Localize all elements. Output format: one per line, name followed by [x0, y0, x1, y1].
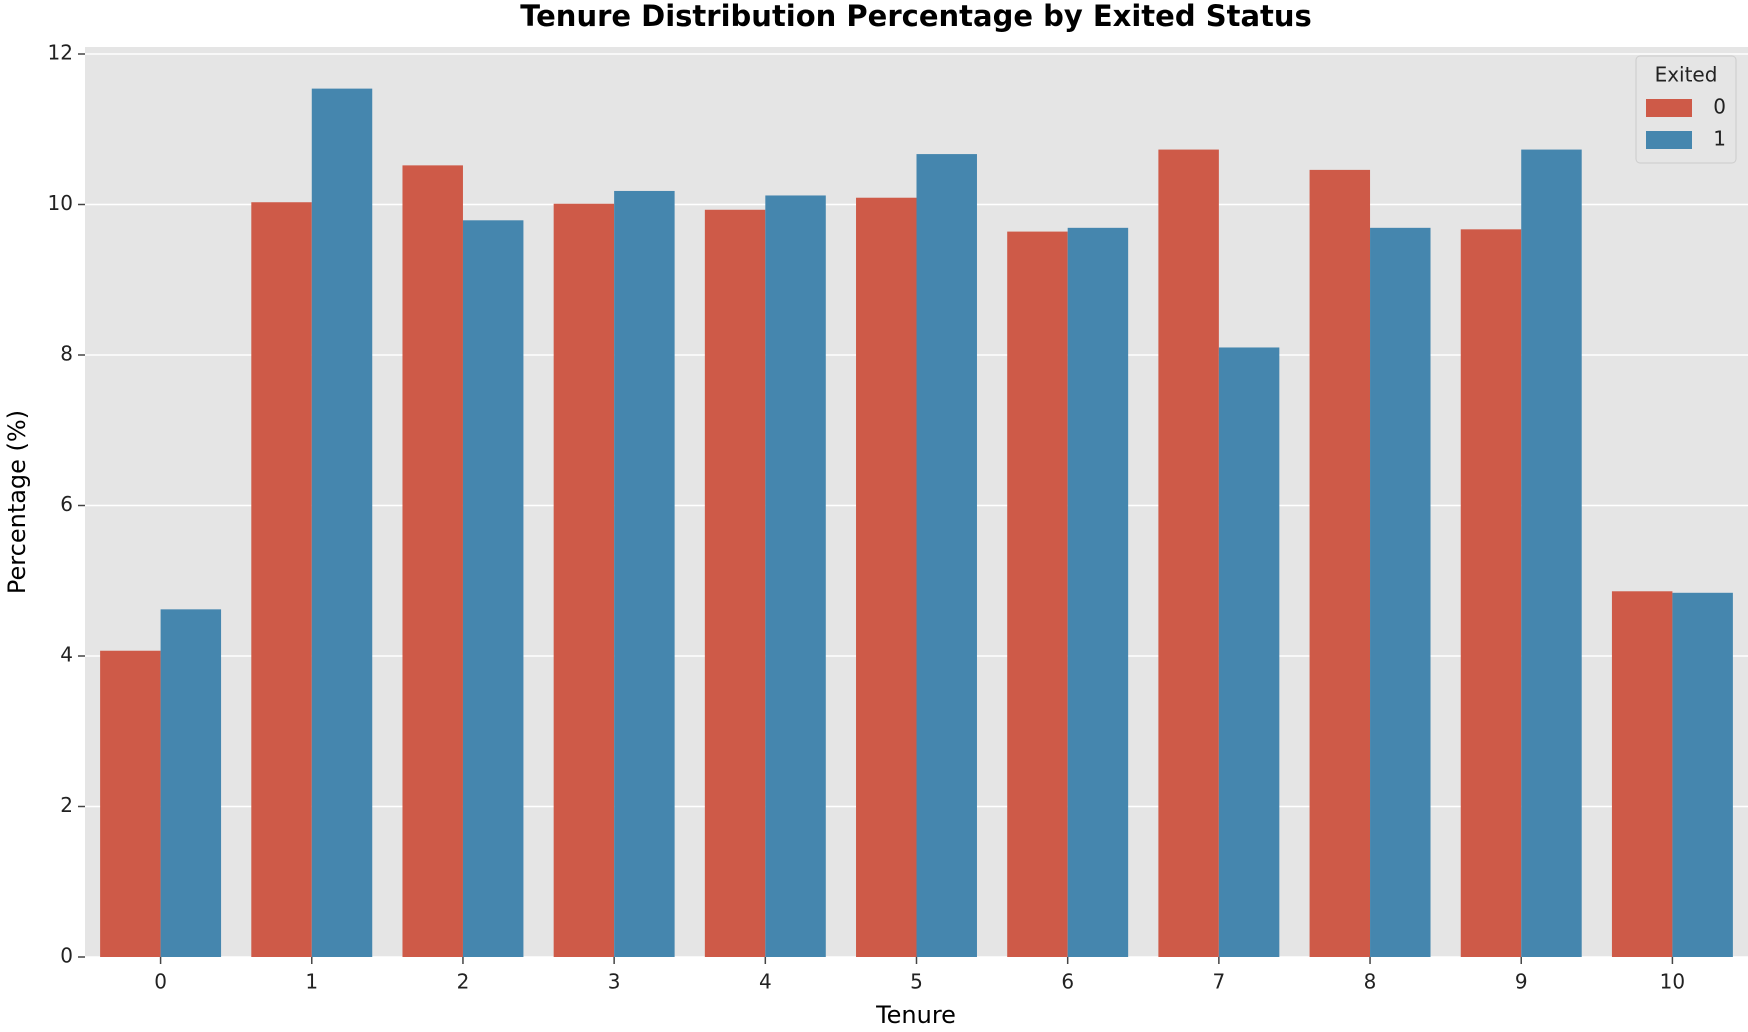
bar — [1067, 227, 1129, 957]
x-tick-label: 4 — [759, 970, 772, 994]
bar — [1521, 149, 1582, 957]
y-tick-label: 4 — [60, 643, 73, 667]
y-axis-label: Percentage (%) — [3, 410, 31, 594]
legend-label: 1 — [1713, 127, 1726, 151]
legend-swatch — [1646, 131, 1692, 149]
x-tick-label: 10 — [1660, 970, 1685, 994]
x-tick-label: 2 — [457, 970, 470, 994]
y-tick-label: 6 — [60, 492, 73, 516]
bar — [1611, 591, 1673, 957]
y-tick-label: 8 — [60, 342, 73, 366]
x-axis-label: Tenure — [875, 1001, 956, 1029]
bar — [160, 609, 222, 957]
bar — [462, 220, 524, 958]
x-tick-label: 8 — [1364, 970, 1377, 994]
legend-swatch — [1646, 99, 1692, 117]
bar — [1460, 229, 1522, 957]
bar — [704, 209, 766, 957]
x-tick-label: 0 — [154, 970, 167, 994]
y-tick-label: 12 — [48, 41, 73, 65]
legend-label: 0 — [1713, 95, 1726, 119]
y-tick-label: 0 — [60, 944, 73, 968]
bar — [1309, 169, 1371, 957]
bar — [916, 154, 977, 957]
bar — [1672, 592, 1733, 957]
bar — [1370, 227, 1431, 957]
bar — [402, 165, 463, 957]
legend-title: Exited — [1655, 63, 1718, 87]
y-tick-label: 2 — [60, 793, 73, 817]
bar — [856, 197, 917, 958]
y-tick-label: 10 — [48, 191, 73, 215]
bar — [765, 195, 826, 958]
bar — [1158, 149, 1219, 957]
x-tick-label: 5 — [910, 970, 923, 994]
x-tick-label: 3 — [608, 970, 621, 994]
bar — [251, 202, 312, 957]
bar — [1218, 347, 1280, 958]
x-tick-label: 1 — [305, 970, 318, 994]
chart-title: Tenure Distribution Percentage by Exited… — [520, 0, 1312, 33]
x-tick-label: 9 — [1515, 970, 1528, 994]
bar — [311, 88, 373, 958]
x-tick-label: 7 — [1212, 970, 1225, 994]
bar — [553, 203, 615, 957]
bar — [1007, 231, 1068, 958]
x-tick-label: 6 — [1061, 970, 1074, 994]
bar — [614, 190, 675, 957]
bar — [100, 650, 161, 957]
